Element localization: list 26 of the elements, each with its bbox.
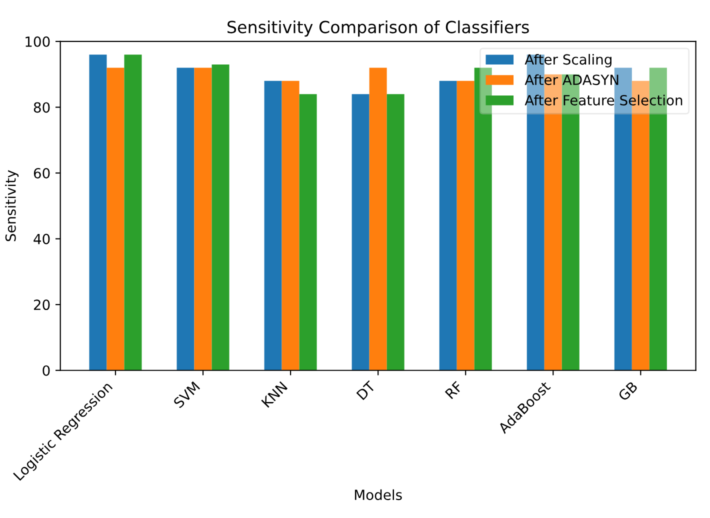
y-tick-label: 100 [26,36,50,47]
bar [456,80,474,370]
y-tick-label: 0 [42,365,50,376]
y-axis-title: Sensitivity [5,170,19,242]
x-tick-label: DT [356,380,376,400]
y-tick-label: 20 [34,300,50,310]
bar [299,94,317,370]
bar [282,80,300,370]
y-tick-label: 60 [34,168,50,178]
bar [212,64,230,370]
x-tick-label: RF [444,380,463,400]
bar [176,68,194,370]
y-tick-label: 40 [34,234,50,244]
bar [352,94,370,370]
bar [439,80,457,370]
x-tick-label: GB [618,380,638,402]
bar [194,68,212,370]
chart-title: Sensitivity Comparison of Classifiers [228,20,529,37]
bar [264,80,282,370]
bar [124,54,142,370]
bar [106,68,124,370]
bar [89,54,107,370]
bar [369,68,387,370]
y-tick-label: 80 [34,102,50,113]
bar [386,94,404,370]
x-axis-title: Models [354,489,402,500]
